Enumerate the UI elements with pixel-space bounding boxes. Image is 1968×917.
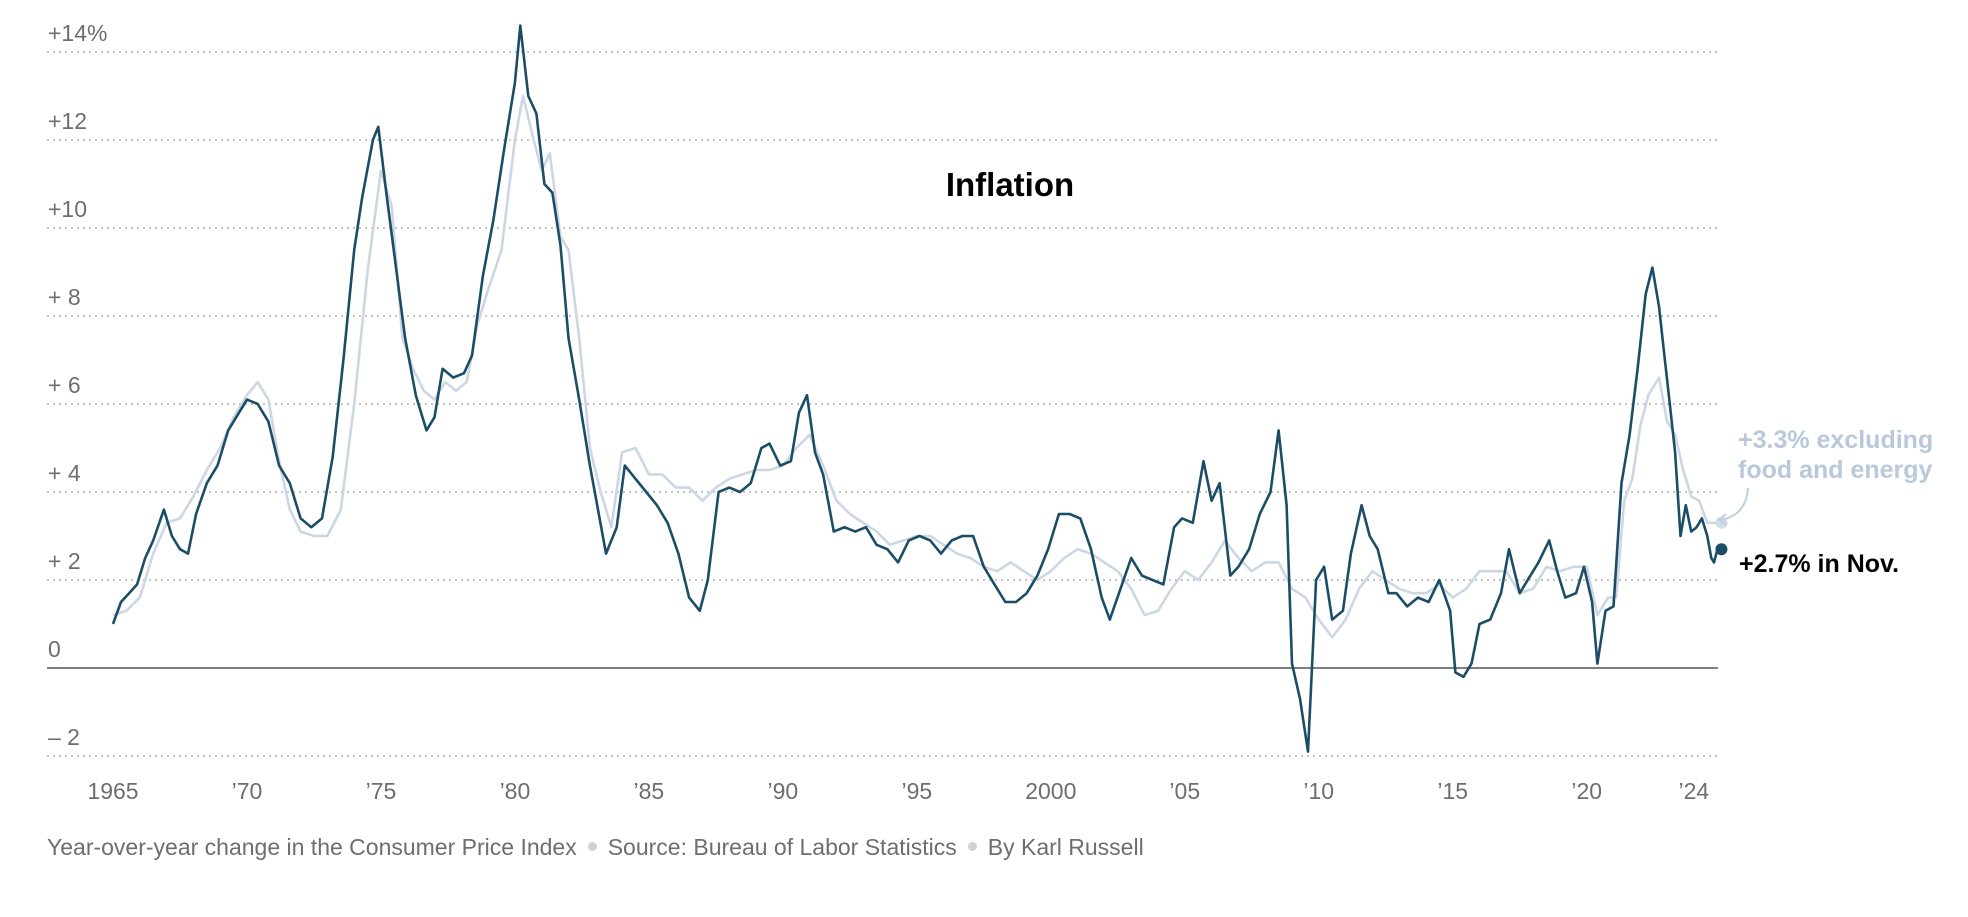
x-tick-label: 1965 — [87, 778, 138, 804]
footer-byline: By Karl Russell — [987, 834, 1144, 860]
x-axis-ticks: 1965 ’70 ’75 ’80 ’85 ’90 ’95 2000 ’05 ’10 ’15 ’20 ’2… — [87, 778, 1709, 804]
x-tick-label: ’95 — [901, 778, 932, 804]
footer-separator-dot — [587, 842, 597, 852]
y-tick-label: + 2 — [48, 548, 81, 574]
x-tick-label: ’80 — [500, 778, 531, 804]
core-annotation-arrow — [1719, 487, 1749, 521]
y-tick-label: +10 — [48, 196, 87, 222]
x-tick-label: ’90 — [768, 778, 799, 804]
core-series-line — [112, 94, 1718, 639]
chart-title: Inflation — [946, 166, 1074, 203]
x-tick-label: ’75 — [366, 778, 397, 804]
x-tick-label: ’10 — [1303, 778, 1334, 804]
y-tick-label: – 2 — [48, 724, 80, 750]
y-tick-label: + 8 — [48, 284, 81, 310]
footer-description: Year-over-year change in the Consumer Pr… — [47, 834, 577, 860]
x-tick-label: ’05 — [1169, 778, 1200, 804]
footer-separator-dot — [967, 842, 977, 852]
series-lines — [111, 24, 1728, 753]
x-tick-label: ’15 — [1437, 778, 1468, 804]
x-tick-label: ’20 — [1571, 778, 1602, 804]
y-tick-label: + 4 — [48, 460, 81, 486]
x-tick-label: 2000 — [1025, 778, 1076, 804]
x-tick-label: ’24 — [1679, 778, 1710, 804]
core-annotation-line1: +3.3% excluding — [1738, 426, 1933, 454]
core-annotation-line2: food and energy — [1738, 456, 1933, 484]
y-tick-label: + 6 — [48, 372, 81, 398]
y-tick-label: +14% — [48, 20, 107, 46]
y-tick-label: +12 — [48, 108, 87, 134]
y-axis-ticks: +14% +12 +10 + 8 + 6 + 4 + 2 0 – 2 — [48, 20, 107, 750]
x-tick-label: ’70 — [232, 778, 263, 804]
y-tick-label: 0 — [48, 636, 61, 662]
x-tick-label: ’85 — [634, 778, 665, 804]
headline-annotation: +2.7% in Nov. — [1739, 550, 1899, 578]
headline-endpoint-dot — [1715, 543, 1728, 556]
chart-footer: Year-over-year change in the Consumer Pr… — [47, 834, 1144, 861]
headline-series-line — [111, 24, 1719, 753]
gridlines — [47, 51, 1718, 757]
core-annotation-arrowhead — [1717, 513, 1728, 526]
footer-source: Source: Bureau of Labor Statistics — [607, 834, 957, 860]
